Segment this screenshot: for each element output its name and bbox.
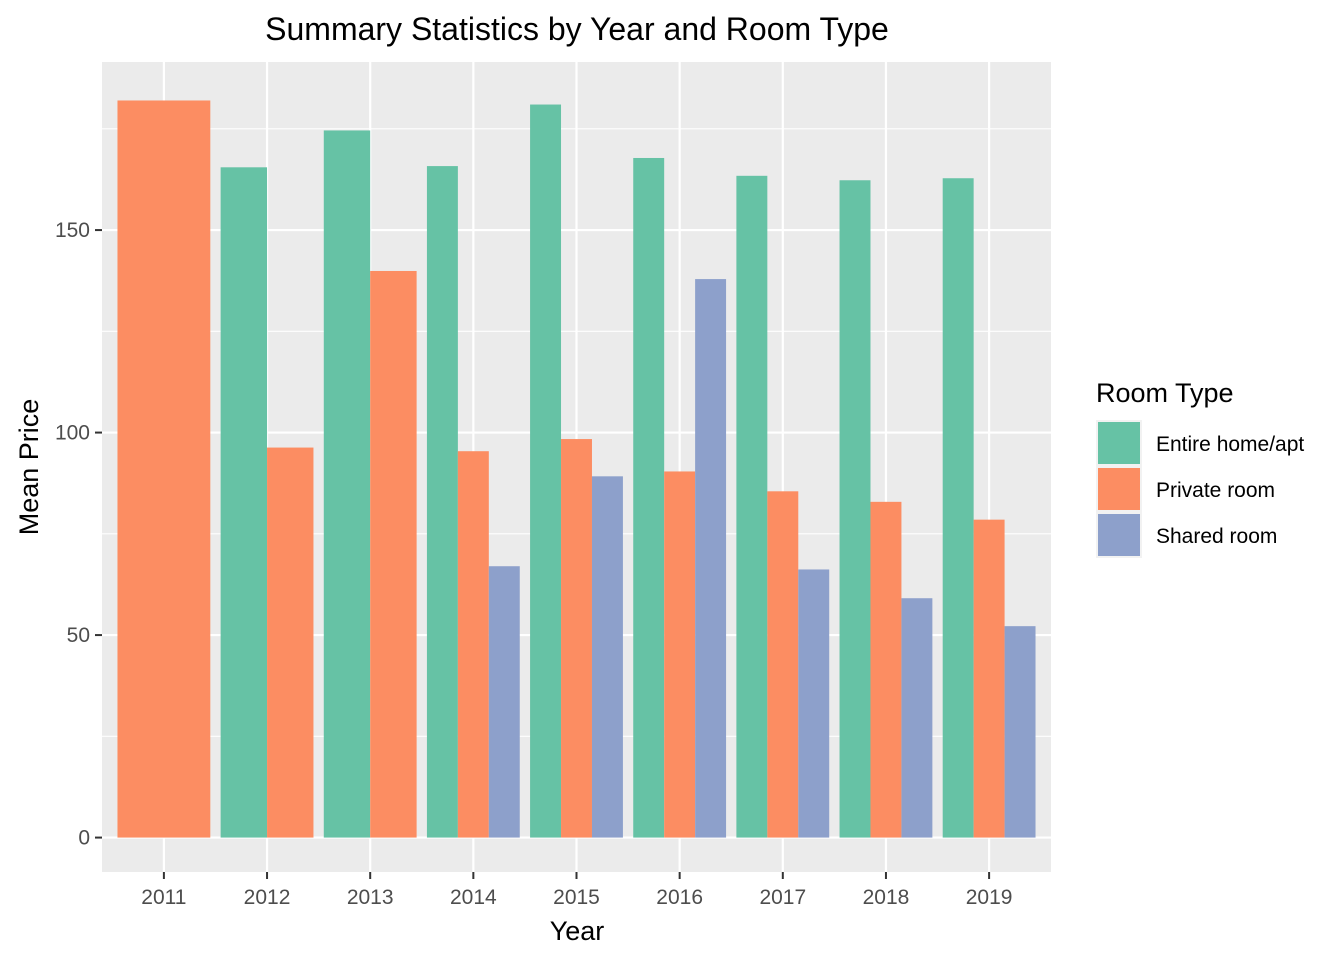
x-axis: 2011 2012 2013 2014 2015 2016 2017 2018 2019 — [141, 872, 1012, 909]
bar — [561, 439, 592, 838]
x-tick-label: 2011 — [141, 886, 186, 909]
bar — [488, 566, 520, 838]
x-tick-label: 2016 — [656, 886, 703, 909]
bar — [1004, 626, 1036, 838]
bar — [457, 451, 489, 838]
legend: Room Type Entire home/apt Private room Sha… — [1096, 378, 1304, 558]
bar — [870, 501, 902, 838]
bar — [767, 491, 799, 838]
legend-label: Entire home/apt — [1156, 433, 1304, 456]
legend-title: Room Type — [1096, 378, 1234, 408]
bar — [736, 175, 768, 838]
legend-label: Private room — [1156, 479, 1275, 502]
bar — [220, 167, 268, 838]
y-tick-label: 100 — [55, 422, 90, 445]
y-axis-title: Mean Price — [14, 399, 44, 536]
y-tick-label: 50 — [67, 624, 90, 647]
legend-key — [1098, 422, 1140, 464]
bar — [839, 180, 871, 838]
bar — [426, 166, 458, 838]
x-tick-label: 2019 — [966, 886, 1013, 909]
y-tick-label: 0 — [78, 827, 90, 850]
bar — [942, 178, 974, 838]
y-axis: 0 50 100 150 — [55, 219, 102, 850]
legend-key — [1098, 514, 1140, 556]
bar — [530, 104, 562, 838]
bar — [591, 476, 623, 838]
y-tick-label: 150 — [55, 219, 90, 242]
chart-title: Summary Statistics by Year and Room Type — [265, 11, 889, 47]
x-tick-label: 2013 — [347, 886, 394, 909]
bar — [633, 157, 665, 838]
bar — [370, 270, 417, 838]
bar — [323, 130, 371, 838]
legend-key — [1098, 468, 1140, 510]
bar — [973, 519, 1005, 838]
x-tick-label: 2014 — [450, 886, 497, 909]
bars — [117, 100, 1036, 838]
legend-label: Shared room — [1156, 525, 1277, 548]
bar — [798, 569, 830, 838]
bar — [267, 447, 314, 838]
x-tick-label: 2012 — [244, 886, 291, 909]
x-tick-label: 2015 — [553, 886, 600, 909]
x-axis-title: Year — [550, 916, 605, 946]
bar — [117, 100, 211, 838]
x-tick-label: 2018 — [863, 886, 910, 909]
x-tick-label: 2017 — [759, 886, 806, 909]
bar — [664, 471, 696, 838]
bar — [695, 279, 727, 838]
bar — [901, 598, 933, 838]
